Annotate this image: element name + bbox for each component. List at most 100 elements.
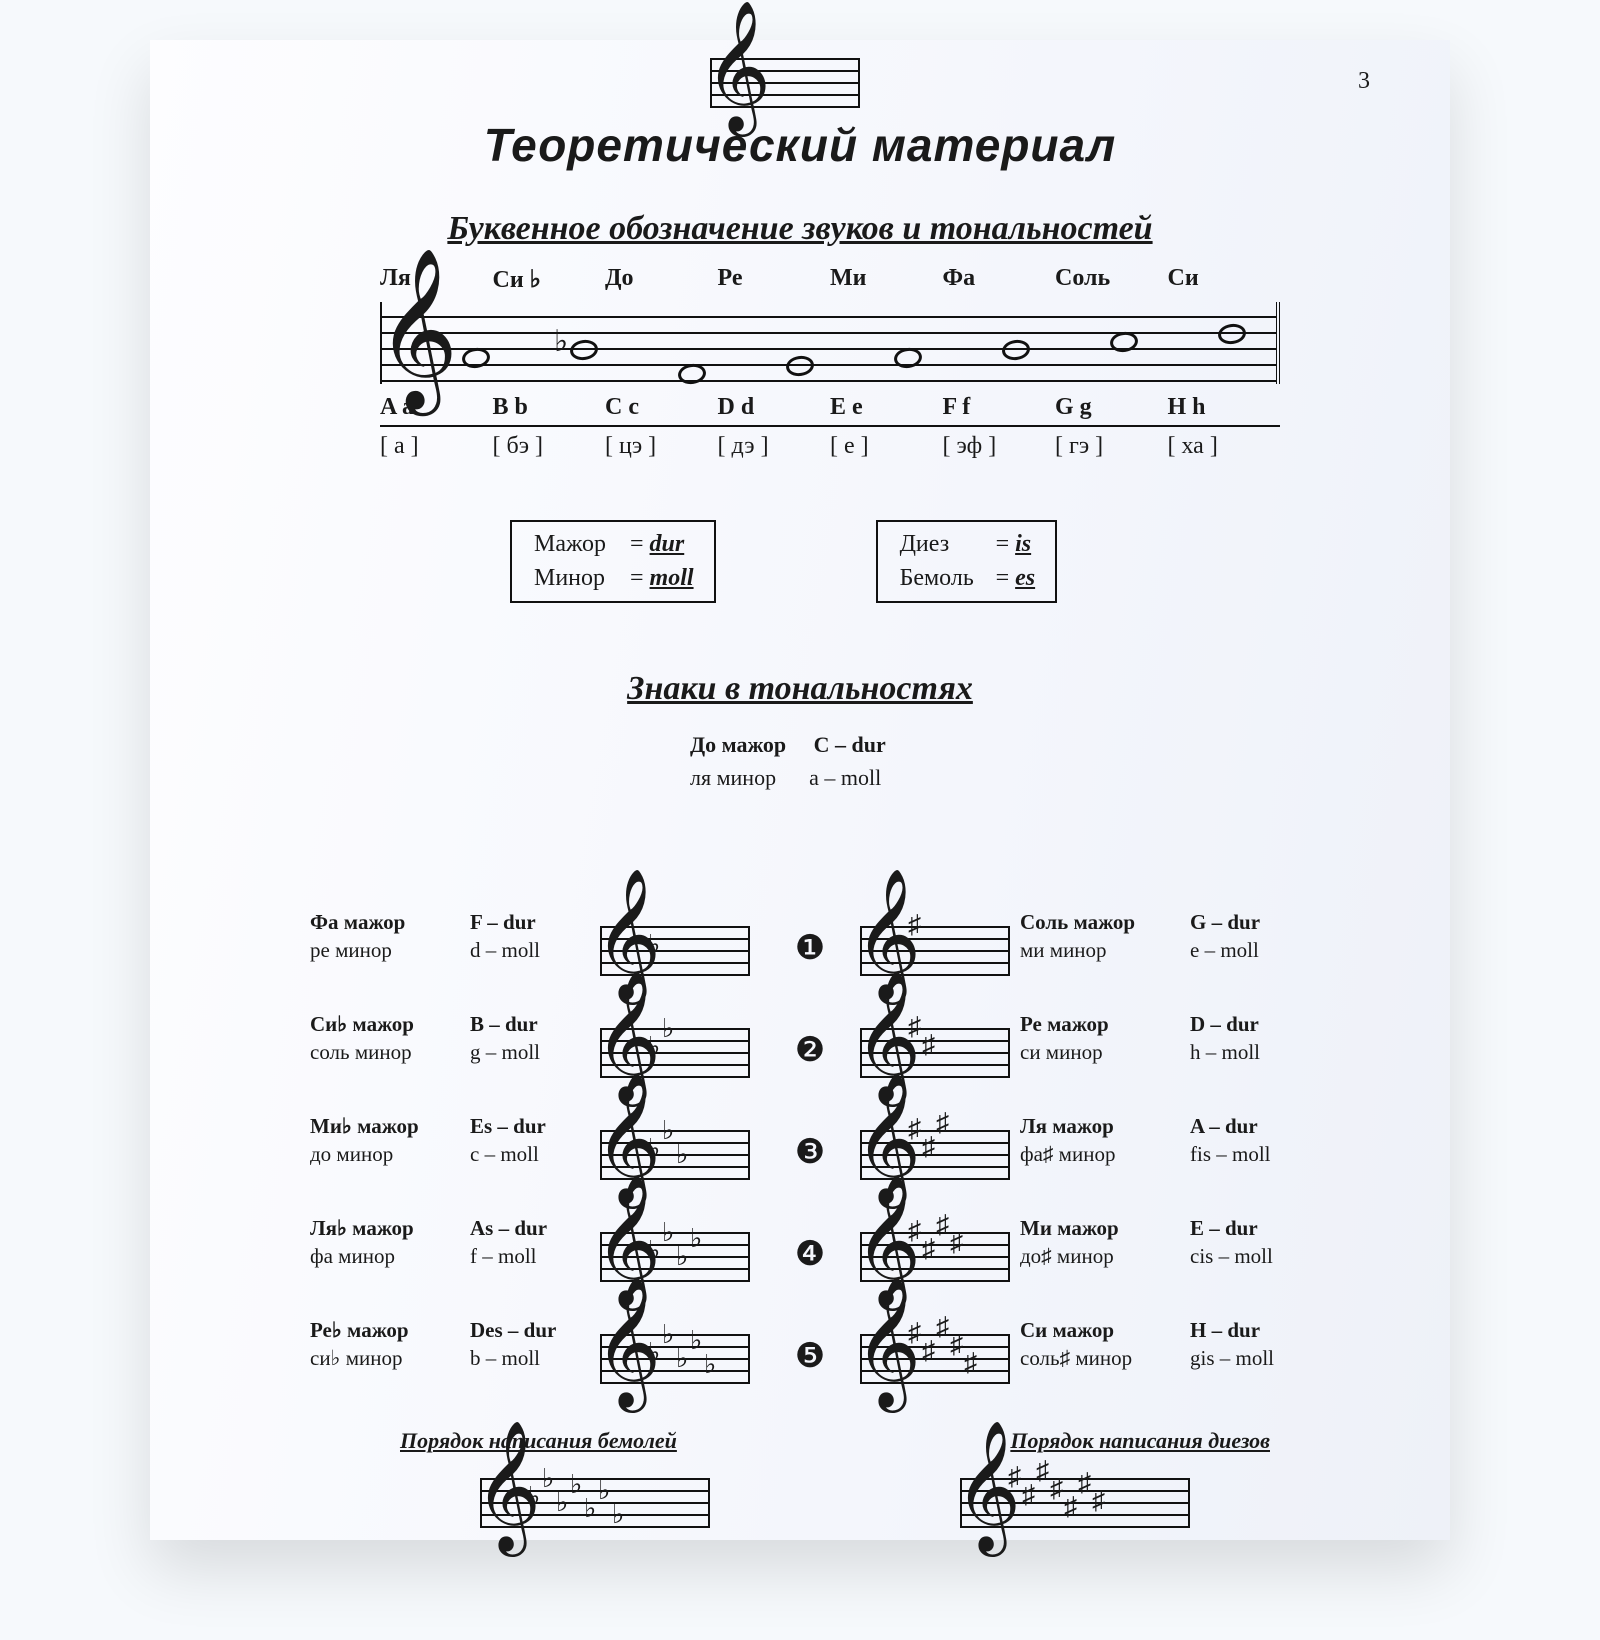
flat-icon: ♭ bbox=[648, 1136, 660, 1162]
key-label: Ля мажорфа♯ минор bbox=[1020, 1112, 1180, 1169]
flat-icon: ♭ bbox=[556, 1490, 568, 1516]
page-number: 3 bbox=[1358, 68, 1370, 95]
sharp-icon: ♯ bbox=[950, 1332, 963, 1358]
flat-icon: ♭ bbox=[570, 1472, 582, 1498]
key-row: Ля♭ мажорфа минорAs – durf – moll Ми мажо… bbox=[310, 1214, 1330, 1316]
key-label: D – durh – moll bbox=[1190, 1010, 1320, 1067]
sharp-icon: ♯ bbox=[922, 1134, 935, 1160]
flat-icon: ♭ bbox=[584, 1496, 596, 1522]
treble-clef-icon: 𝄞 bbox=[714, 30, 769, 108]
sharp-icon: ♯ bbox=[908, 1218, 921, 1244]
key-label: E – durcis – moll bbox=[1190, 1214, 1320, 1271]
flat-icon: ♭ bbox=[612, 1502, 624, 1528]
sharp-icon: ♯ bbox=[1036, 1458, 1049, 1484]
sharp-icon: ♯ bbox=[908, 1116, 921, 1142]
sharp-icon: ♯ bbox=[936, 1110, 949, 1136]
flat-icon: ♭ bbox=[648, 1340, 660, 1366]
mode-box-is-es: Диез = isБемоль = es bbox=[876, 520, 1058, 603]
key-label: Ля♭ мажорфа минор bbox=[310, 1214, 460, 1271]
sharp-icon: ♯ bbox=[908, 1014, 921, 1040]
main-title: Теоретический материал bbox=[150, 118, 1450, 172]
sharp-icon: ♯ bbox=[936, 1314, 949, 1340]
c-dur-ru: До мажор bbox=[690, 732, 786, 757]
row-number-icon: ❹ bbox=[790, 1234, 830, 1274]
row-number-icon: ❷ bbox=[790, 1030, 830, 1070]
note-names-ru: ЛяСи ♭ДоРеМиФаСольСи bbox=[380, 265, 1280, 294]
staff-order-sharps: 𝄞♯♯♯♯♯♯♯ bbox=[960, 1466, 1190, 1536]
staff-order-flats: 𝄞♭♭♭♭♭♭♭ bbox=[480, 1466, 710, 1536]
note-letters: A aB bC cD dE eF fG gH h bbox=[380, 394, 1280, 427]
flat-icon: ♭ bbox=[704, 1352, 716, 1378]
section1-title: Буквенное обозначение звуков и тональнос… bbox=[150, 210, 1450, 248]
key-label: Си♭ мажорсоль минор bbox=[310, 1010, 460, 1067]
a-moll-lat: a – moll bbox=[809, 765, 881, 790]
key-label: Des – durb – moll bbox=[470, 1316, 580, 1373]
mode-boxes: Мажор = durМинор = moll Диез = isБемоль … bbox=[510, 520, 1057, 603]
page-sheet: 3 Теоретический материал Буквенное обозн… bbox=[150, 40, 1450, 1540]
order-sharps-label: Порядок написания диезов bbox=[1010, 1428, 1270, 1454]
row-number-icon: ❸ bbox=[790, 1132, 830, 1172]
key-label: Ми♭ мажордо минор bbox=[310, 1112, 460, 1169]
key-label: Ми мажордо♯ минор bbox=[1020, 1214, 1180, 1271]
staff-sharps: 𝄞♯♯♯♯♯ bbox=[860, 1322, 1010, 1392]
sharp-icon: ♯ bbox=[1092, 1488, 1105, 1514]
sharp-icon: ♯ bbox=[1078, 1470, 1091, 1496]
key-label: Си мажорсоль♯ минор bbox=[1020, 1316, 1180, 1373]
flat-icon: ♭ bbox=[554, 324, 568, 359]
sharp-icon: ♯ bbox=[964, 1350, 977, 1376]
sharp-icon: ♯ bbox=[922, 1338, 935, 1364]
key-signatures-table: Фа мажорре минорF – durd – moll Соль мажо… bbox=[310, 908, 1330, 1418]
key-label: Соль мажорми минор bbox=[1020, 908, 1180, 965]
whole-note bbox=[569, 338, 600, 362]
flat-icon: ♭ bbox=[542, 1466, 554, 1492]
sharp-icon: ♯ bbox=[950, 1230, 963, 1256]
note-phonetics: [ а ][ бэ ][ цэ ][ дэ ][ е ][ эф ][ гэ ]… bbox=[380, 433, 1280, 460]
sharp-icon: ♯ bbox=[908, 912, 921, 938]
key-label: Фа мажорре минор bbox=[310, 908, 460, 965]
flat-icon: ♭ bbox=[690, 1226, 702, 1252]
sharp-icon: ♯ bbox=[908, 1320, 921, 1346]
flat-icon: ♭ bbox=[676, 1244, 688, 1270]
key-row: Ре♭ мажорси♭ минорDes – durb – moll Си ма… bbox=[310, 1316, 1330, 1418]
key-row: Ми♭ мажордо минорEs – durc – moll Ля мажо… bbox=[310, 1112, 1330, 1214]
whole-note bbox=[1217, 322, 1248, 346]
sharp-icon: ♯ bbox=[936, 1212, 949, 1238]
c-major-pair: До мажор C – dur ля минор a – moll bbox=[690, 728, 886, 794]
key-label: Ре♭ мажорси♭ минор bbox=[310, 1316, 460, 1373]
flat-icon: ♭ bbox=[662, 1118, 674, 1144]
flat-icon: ♭ bbox=[662, 1016, 674, 1042]
key-label: B – durg – moll bbox=[470, 1010, 580, 1067]
a-moll-ru: ля минор bbox=[690, 765, 776, 790]
note-names-block: ЛяСи ♭ДоРеМиФаСольСи 𝄞 ♭ A aB bC cD dE e… bbox=[380, 265, 1280, 460]
key-row: Фа мажорре минорF – durd – moll Соль мажо… bbox=[310, 908, 1330, 1010]
flat-icon: ♭ bbox=[648, 932, 660, 958]
sharp-icon: ♯ bbox=[1050, 1476, 1063, 1502]
mode-box-dur-moll: Мажор = durМинор = moll bbox=[510, 520, 716, 603]
flat-icon: ♭ bbox=[662, 1322, 674, 1348]
whole-note bbox=[785, 354, 816, 378]
sharp-icon: ♯ bbox=[1064, 1494, 1077, 1520]
flat-icon: ♭ bbox=[690, 1328, 702, 1354]
sharp-icon: ♯ bbox=[1022, 1482, 1035, 1508]
key-label: Es – durc – moll bbox=[470, 1112, 580, 1169]
key-label: H – durgis – moll bbox=[1190, 1316, 1320, 1373]
flat-icon: ♭ bbox=[676, 1346, 688, 1372]
flat-icon: ♭ bbox=[648, 1238, 660, 1264]
c-dur-lat: C – dur bbox=[814, 732, 886, 757]
key-label: Ре мажорси минор bbox=[1020, 1010, 1180, 1067]
key-label: A – durfis – moll bbox=[1190, 1112, 1320, 1169]
section2-title: Знаки в тональностях bbox=[150, 670, 1450, 708]
row-number-icon: ❺ bbox=[790, 1336, 830, 1376]
flat-icon: ♭ bbox=[528, 1484, 540, 1510]
flat-icon: ♭ bbox=[662, 1220, 674, 1246]
sharp-icon: ♯ bbox=[922, 1032, 935, 1058]
sharp-icon: ♯ bbox=[1008, 1464, 1021, 1490]
key-row: Си♭ мажорсоль минорB – durg – moll Ре маж… bbox=[310, 1010, 1330, 1112]
key-label: F – durd – moll bbox=[470, 908, 580, 965]
key-label: As – durf – moll bbox=[470, 1214, 580, 1271]
staff-c-major: 𝄞 bbox=[710, 46, 860, 116]
flat-icon: ♭ bbox=[648, 1034, 660, 1060]
whole-note bbox=[1001, 338, 1032, 362]
row-number-icon: ❶ bbox=[790, 928, 830, 968]
staff-flats: 𝄞♭♭♭♭♭ bbox=[600, 1322, 750, 1392]
